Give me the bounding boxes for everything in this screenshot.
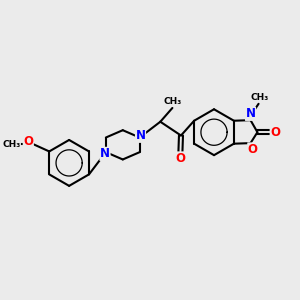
Text: O: O <box>23 136 33 148</box>
Text: N: N <box>245 107 256 120</box>
Text: O: O <box>248 143 258 156</box>
Text: N: N <box>136 129 146 142</box>
Text: O: O <box>176 152 185 165</box>
Text: O: O <box>270 126 280 139</box>
Text: CH₃: CH₃ <box>164 97 182 106</box>
Text: N: N <box>100 147 110 161</box>
Text: CH₃: CH₃ <box>2 140 20 149</box>
Text: CH₃: CH₃ <box>250 93 268 102</box>
